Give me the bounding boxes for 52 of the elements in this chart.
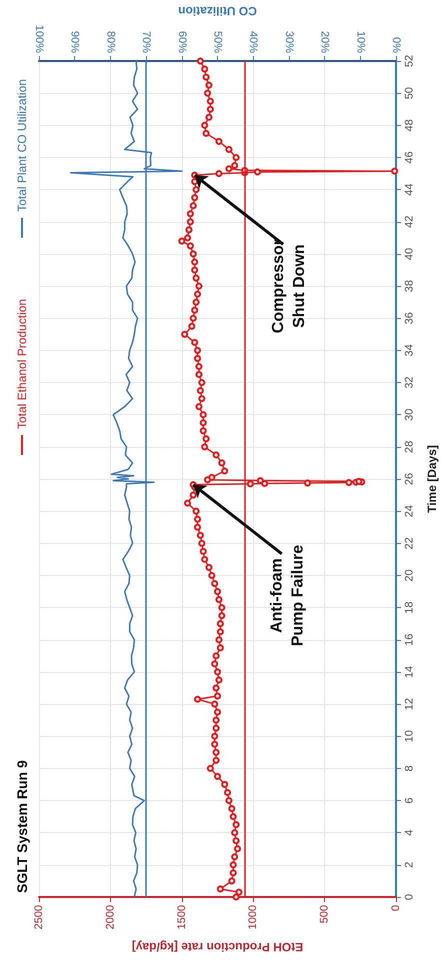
x-tick-label: 1000 [247, 905, 260, 930]
y-axis-title: Time [Days] [425, 445, 439, 513]
y-tick-label: 8 [404, 765, 416, 772]
text: SGLT System Run 9 [14, 760, 30, 893]
y-tick-label: 4 [404, 830, 416, 836]
y-tick-label: 10 [404, 730, 416, 742]
y-tick-label: 24 [404, 505, 416, 518]
y-tick-label: 32 [404, 376, 416, 389]
x2-tick-label: 70% [140, 31, 152, 54]
x-tick-label: 500 [318, 905, 331, 924]
y-tick-label: 52 [404, 54, 416, 68]
x2-tick-label: 20% [318, 31, 331, 54]
x2-tick-label: 80% [104, 31, 116, 54]
y-tick-label: 20 [404, 569, 416, 582]
y-tick-label: 14 [404, 666, 416, 678]
y-tick-label: 28 [404, 440, 416, 453]
x2-axis-title: CO Utilization [178, 4, 257, 18]
y-tick-label: 38 [404, 280, 416, 292]
y-tick-label: 12 [404, 698, 416, 710]
y-tick-label: 42 [404, 216, 416, 228]
y-tick-label: 40 [404, 248, 416, 260]
y-tick-label: 6 [404, 797, 416, 804]
y-tick-label: 2 [404, 862, 416, 868]
y-tick-label: 36 [404, 312, 416, 324]
x2-tick-label: 10% [354, 31, 366, 54]
x-tick-label: 0 [390, 905, 402, 912]
x-tick-label: 2000 [104, 905, 116, 930]
x2-tick-label: 30% [282, 31, 295, 54]
x2-tick-label: 40% [247, 31, 260, 54]
y-tick-label: 50 [404, 87, 416, 100]
x-axis-title: EtOH Production rate [kg/day] [132, 940, 304, 954]
x2-tick-label: 60% [176, 31, 188, 54]
text: Total Ethanol Production [15, 298, 29, 429]
y-tick-label: 30 [404, 408, 416, 421]
x-tick-label: 1500 [176, 905, 188, 930]
y-tick-label: 22 [404, 537, 416, 550]
x2-tick-label: 0% [390, 37, 402, 54]
y-tick-label: 16 [404, 634, 416, 646]
y-tick-label: 26 [404, 472, 416, 486]
x2-tick-label: 100% [33, 24, 45, 54]
annotation: Compressor Shut Down [270, 238, 308, 334]
y-tick-label: 48 [404, 119, 416, 132]
y-tick-label: 0 [404, 894, 416, 900]
annotation: Anti-foam Pump Failure [268, 544, 306, 646]
y-tick-label: 44 [404, 184, 416, 196]
x-tick-label: 2500 [33, 905, 45, 930]
y-tick-label: 18 [404, 602, 416, 614]
x2-tick-label: 90% [68, 31, 81, 54]
x2-tick-label: 50% [212, 31, 224, 54]
y-tick-label: 34 [404, 344, 416, 357]
text: Total Plant CO Utilization [15, 79, 29, 212]
y-tick-label: 46 [404, 151, 416, 164]
